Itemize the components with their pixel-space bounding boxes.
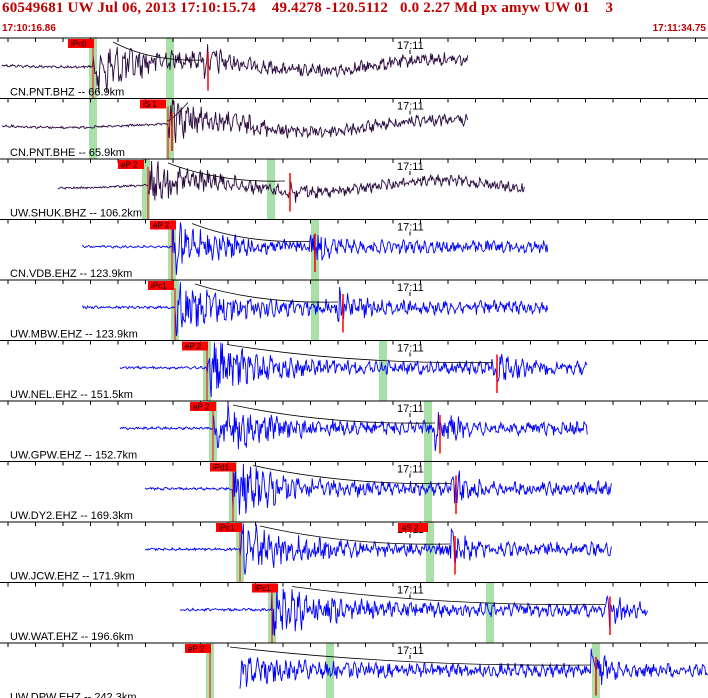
travel-time-curve [229,646,592,666]
pick-window [424,401,432,462]
pick-label: iPd1 [213,463,230,472]
trace-panel: 17:11 eP 2 CN.VDB.EHZ -- 123.9km [0,219,708,280]
travel-time-curve [226,344,493,364]
pick-box[interactable] [68,39,94,48]
minute-label: 17:11 [397,282,424,294]
trace-panel: 17:11 eP 2 UW.DPW.EHZ -- 242.3km [0,642,708,698]
waveform [119,342,588,398]
minute-label: 17:11 [397,222,424,234]
waveform [239,648,708,689]
end-time: 17:11:34.75 [652,23,706,34]
station-label: CN.PNT.BHZ -- 66.9km [10,87,124,99]
minute-label: 17:11 [397,403,424,415]
pick-label: iS 1 [143,100,157,109]
pick-label: iPc1 [255,584,271,593]
station-label: UW.GPW.EHZ -- 152.7km [10,450,137,462]
start-time: 17:10:16.86 [2,23,56,34]
station-label: UW.DPW.EHZ -- 242.3km [10,692,137,698]
travel-time-curve [291,586,606,606]
pick-window [142,159,150,220]
pick-box[interactable] [185,644,211,653]
pick-label: eP 2 [121,161,138,170]
station-label: UW.DY2.EHZ -- 169.3km [10,510,133,522]
station-label: CN.VDB.EHZ -- 123.9km [10,268,132,280]
minute-label: 17:11 [397,343,424,355]
travel-time-curve [259,525,451,545]
pick-label: eP 2 [193,403,210,412]
station-label: UW.MBW.EHZ -- 123.9km [10,329,138,341]
pick-box[interactable] [252,583,278,593]
trace-panel: 17:11 eP 2 UW.GPW.EHZ -- 152.7km [0,400,708,462]
secondary-pick-box[interactable] [398,523,428,532]
travel-time-curve [232,404,436,424]
pick-box[interactable] [118,160,144,169]
pick-box[interactable] [210,462,236,472]
travel-time-curve [191,223,311,243]
pick-label: eP 2 [185,342,202,351]
trace-panel: 17:11 iPc0 CN.PNT.BHZ -- 66.9km [0,37,708,99]
waveform [81,281,549,337]
pick-box[interactable] [182,341,208,351]
station-label: CN.PNT.BHE -- 65.9km [10,147,125,159]
station-label: UW.WAT.EHZ -- 196.6km [10,631,133,643]
travel-time-curve [252,465,452,485]
trace-panel: 17:11 iS 1 CN.PNT.BHE -- 65.9km [0,98,708,159]
pick-window [89,98,97,159]
pick-box[interactable] [150,220,176,230]
station-label: UW.JCW.EHZ -- 171.9km [10,571,135,583]
waveform [119,403,588,452]
minute-label: 17:11 [397,585,424,597]
trace-panel: 17:11 iPd1 UW.DY2.EHZ -- 169.3km [0,461,708,522]
pick-label: iPc1 [219,524,235,533]
waveform [1,100,469,143]
pick-box[interactable] [190,402,216,411]
travel-time-curve [112,41,204,61]
pick-label: eP 2 [153,221,170,230]
pick-label: eP 2 [188,645,205,654]
minute-label: 17:11 [397,40,424,52]
waveform [180,584,649,637]
minute-label: 17:11 [397,645,424,657]
waveform [144,463,612,515]
secondary-pick-label: eS 2 [402,524,419,533]
pick-label: iPc1 [151,282,167,291]
pick-window [379,340,387,401]
trace-panel: 17:11 iPc1 UW.MBW.EHZ -- 123.9km [0,279,708,341]
station-label: UW.NEL.EHZ -- 151.5km [10,389,133,401]
minute-label: 17:11 [397,464,424,476]
pick-box[interactable] [216,523,242,532]
pick-window [426,522,434,583]
trace-panel: 17:11 eP 2 UW.NEL.EHZ -- 151.5km [0,340,708,401]
pick-window [486,582,494,643]
event-header: 60549681 UW Jul 06, 2013 17:10:15.74 49.… [2,0,614,16]
waveform [144,523,612,575]
trace-panel: 17:11 eP 2 UW.SHUK.BHZ -- 106.2km [0,158,708,220]
pick-window [424,461,432,522]
waveform [57,160,525,203]
station-label: UW.SHUK.BHZ -- 106.2km [10,208,142,220]
waveform [1,44,469,93]
pick-label: iPc0 [71,40,87,49]
minute-label: 17:11 [397,101,424,113]
travel-time-curve [194,283,339,303]
trace-panel: 17:11 iPc1 UW.WAT.EHZ -- 196.6km [0,582,708,643]
trace-panel: 17:11iPc1eS 2UW.JCW.EHZ -- 171.9km [0,521,708,583]
travel-time-curve [167,162,286,182]
pick-box[interactable] [140,99,166,109]
pick-box[interactable] [148,281,174,290]
minute-label: 17:11 [397,161,424,173]
